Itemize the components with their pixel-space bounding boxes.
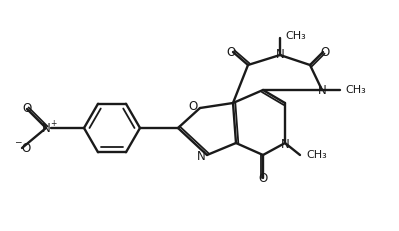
Text: O: O bbox=[226, 46, 236, 58]
Text: N: N bbox=[318, 83, 326, 97]
Text: CH₃: CH₃ bbox=[345, 85, 366, 95]
Text: O: O bbox=[259, 173, 268, 185]
Text: O: O bbox=[189, 100, 198, 113]
Text: −: − bbox=[14, 137, 22, 146]
Text: CH₃: CH₃ bbox=[306, 150, 327, 160]
Text: CH₃: CH₃ bbox=[285, 31, 306, 41]
Text: O: O bbox=[22, 103, 32, 116]
Text: N: N bbox=[280, 137, 289, 151]
Text: O: O bbox=[320, 46, 330, 58]
Text: N: N bbox=[197, 149, 206, 162]
Text: O: O bbox=[22, 142, 31, 155]
Text: N: N bbox=[41, 122, 50, 134]
Text: N: N bbox=[276, 49, 284, 61]
Text: +: + bbox=[50, 119, 56, 128]
